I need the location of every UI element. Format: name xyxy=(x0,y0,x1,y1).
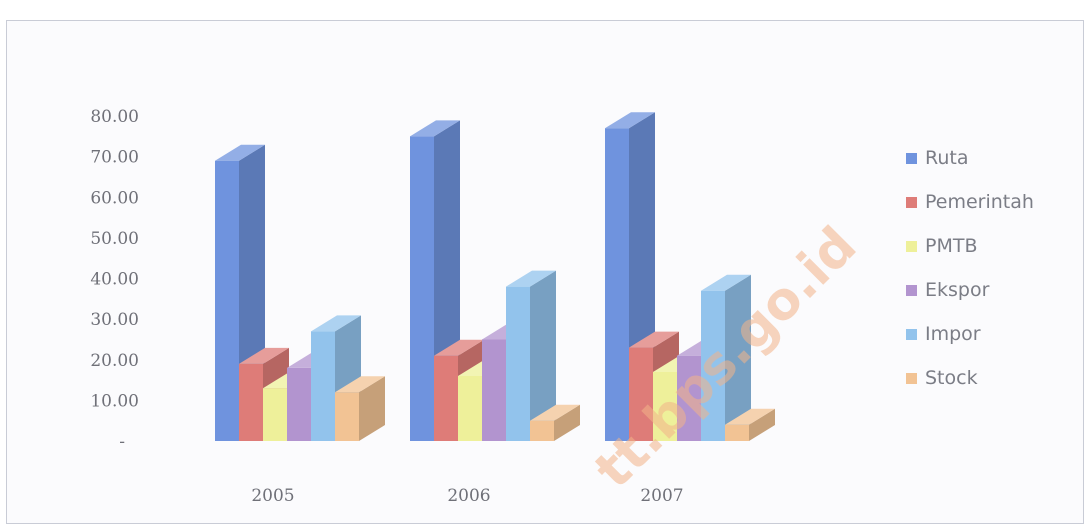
legend-item-pemerintah: Pemerintah xyxy=(906,191,1034,213)
y-tick-label: 50.00 xyxy=(90,229,139,249)
legend-label: Impor xyxy=(925,323,981,345)
bar-top-face xyxy=(335,376,385,393)
bar-front-face xyxy=(239,363,263,441)
legend-label: PMTB xyxy=(925,235,978,257)
bar-front-face xyxy=(653,371,677,441)
legend-label: Ekspor xyxy=(925,279,990,301)
bar-top-face xyxy=(530,404,580,421)
bar-side-face xyxy=(725,274,751,441)
bar-top-face xyxy=(311,315,361,332)
legend-swatch xyxy=(906,241,917,252)
bar-front-face xyxy=(458,376,482,441)
bar-front-face xyxy=(530,420,554,441)
bar-front-face xyxy=(482,339,506,441)
bar-front-face xyxy=(701,290,725,441)
legend-label: Pemerintah xyxy=(925,191,1034,213)
legend-item-impor: Impor xyxy=(906,323,981,345)
bar-front-face xyxy=(725,424,749,441)
x-axis: 2005 2006 2007 xyxy=(251,486,683,506)
bar-side-face xyxy=(530,270,556,441)
y-tick-label: 70.00 xyxy=(90,148,139,168)
bar-stock-2006 xyxy=(530,404,580,441)
bars xyxy=(215,112,775,441)
bar-side-face xyxy=(359,376,385,441)
bar-top-face xyxy=(629,331,679,348)
bar-top-face xyxy=(725,408,775,425)
bar-front-face xyxy=(263,388,287,441)
legend-item-stock: Stock xyxy=(906,367,978,389)
bar-front-face xyxy=(677,355,701,441)
legend-swatch xyxy=(906,329,917,340)
bar-top-face xyxy=(434,339,484,356)
y-tick-label: 10.00 xyxy=(90,391,139,411)
legend-label: Ruta xyxy=(925,147,968,169)
legend-item-pmtb: PMTB xyxy=(906,235,978,257)
bar-top-face xyxy=(215,144,265,161)
chart-frame: - 10.00 20.00 30.00 40.00 50.00 60.00 70.00 80.0… xyxy=(6,20,1084,524)
bar-chart-3d: - 10.00 20.00 30.00 40.00 50.00 60.00 70.00 80.0… xyxy=(90,107,1034,506)
legend-item-ruta: Ruta xyxy=(906,147,968,169)
y-tick-label: 20.00 xyxy=(90,351,139,371)
bar-front-face xyxy=(311,331,335,441)
bar-top-face xyxy=(239,347,289,364)
bar-ruta-2007 xyxy=(605,112,655,441)
bar-top-face xyxy=(701,274,751,291)
y-tick-label: - xyxy=(119,432,125,452)
bar-front-face xyxy=(506,286,530,441)
bar-top-face xyxy=(410,120,460,137)
bar-impor-2007 xyxy=(701,274,751,441)
bar-top-face xyxy=(506,270,556,287)
bar-stock-2005 xyxy=(335,376,385,441)
bar-front-face xyxy=(335,392,359,441)
bar-front-face xyxy=(605,128,629,441)
y-axis: - 10.00 20.00 30.00 40.00 50.00 60.00 70.00 80.0… xyxy=(90,107,139,452)
bar-front-face xyxy=(434,355,458,441)
legend-label: Stock xyxy=(925,367,978,389)
x-category-label: 2005 xyxy=(251,486,294,506)
bar-side-face xyxy=(749,408,775,441)
bar-front-face xyxy=(287,367,311,441)
bar-side-face xyxy=(554,404,580,441)
legend: Ruta Pemerintah PMTB Ekspor Impor Stock xyxy=(906,147,1034,389)
bar-front-face xyxy=(410,136,434,441)
legend-swatch xyxy=(906,373,917,384)
legend-swatch xyxy=(906,285,917,296)
y-tick-label: 80.00 xyxy=(90,107,139,127)
legend-swatch xyxy=(906,153,917,164)
x-category-label: 2006 xyxy=(447,486,490,506)
legend-swatch xyxy=(906,197,917,208)
x-category-label: 2007 xyxy=(640,486,683,506)
bar-impor-2006 xyxy=(506,270,556,441)
legend-item-ekspor: Ekspor xyxy=(906,279,990,301)
y-tick-label: 40.00 xyxy=(90,270,139,290)
bar-front-face xyxy=(629,347,653,441)
bar-top-face xyxy=(605,112,655,129)
bar-front-face xyxy=(215,160,239,441)
y-tick-label: 60.00 xyxy=(90,188,139,208)
y-tick-label: 30.00 xyxy=(90,310,139,330)
bar-stock-2007 xyxy=(725,408,775,441)
